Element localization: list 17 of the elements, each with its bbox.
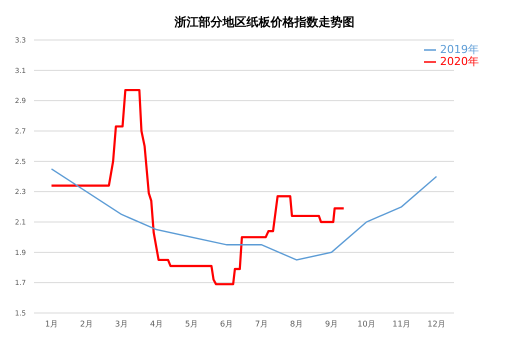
legend-label: 2019年 bbox=[440, 43, 479, 56]
x-tick-label: 10月 bbox=[357, 320, 376, 329]
x-tick-label: 5月 bbox=[184, 320, 198, 329]
x-tick-label: 2月 bbox=[80, 320, 94, 329]
x-tick-label: 12月 bbox=[427, 320, 446, 329]
chart-title: 浙江部分地区纸板价格指数走势图 bbox=[174, 14, 356, 31]
x-tick-label: 1月 bbox=[44, 320, 58, 329]
x-tick-label: 6月 bbox=[220, 320, 234, 329]
x-tick-label: 9月 bbox=[324, 320, 338, 329]
x-tick-label: 4月 bbox=[150, 320, 164, 329]
x-tick-label: 8月 bbox=[290, 320, 304, 329]
x-tick-label: 3月 bbox=[114, 320, 128, 329]
line-series bbox=[50, 88, 345, 286]
legend-label: 2020年 bbox=[440, 55, 479, 68]
x-tick-label: 7月 bbox=[254, 320, 268, 329]
line-series bbox=[50, 168, 438, 261]
x-tick-label: 11月 bbox=[392, 320, 411, 329]
